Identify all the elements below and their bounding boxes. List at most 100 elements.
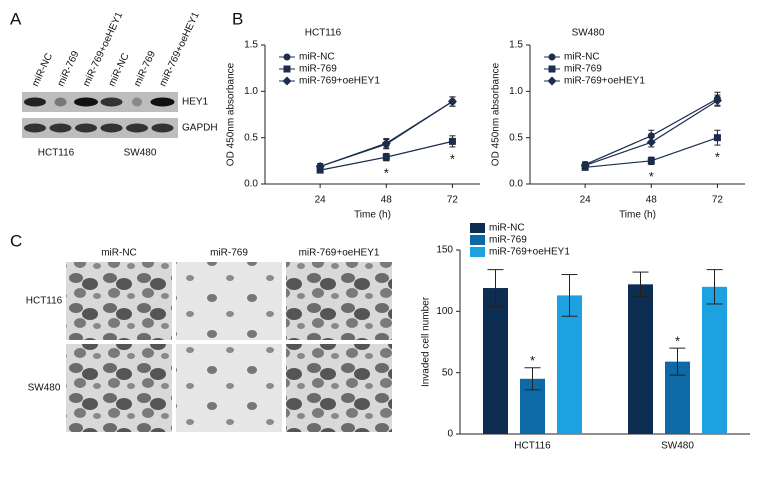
marker bbox=[547, 76, 557, 86]
micrograph bbox=[176, 344, 282, 432]
row-label: SW480 bbox=[28, 383, 61, 394]
marker bbox=[447, 97, 457, 107]
panel-label: B bbox=[232, 9, 243, 28]
legend-label: miR-769 bbox=[489, 235, 527, 246]
x-tick-label: SW480 bbox=[661, 441, 694, 452]
marker bbox=[713, 134, 721, 142]
legend-label: miR-NC bbox=[564, 52, 600, 63]
blot-strip bbox=[22, 118, 178, 138]
x-tick-label: HCT116 bbox=[514, 441, 551, 452]
band bbox=[74, 97, 98, 107]
y-axis-label: Invaded cell number bbox=[421, 296, 432, 387]
marker bbox=[548, 65, 556, 73]
band bbox=[150, 97, 175, 107]
band bbox=[126, 123, 148, 133]
band bbox=[132, 97, 142, 107]
band bbox=[75, 123, 97, 133]
y-tick-label: 1.0 bbox=[509, 86, 523, 97]
lane-label: miR-NC bbox=[107, 52, 132, 89]
y-tick-label: 50 bbox=[442, 367, 454, 378]
legend-swatch bbox=[470, 223, 485, 233]
band bbox=[100, 97, 123, 107]
legend-label: miR-769 bbox=[299, 64, 337, 75]
legend-swatch bbox=[470, 247, 485, 257]
chart-title: HCT116 bbox=[305, 28, 342, 39]
marker bbox=[580, 160, 590, 170]
micrograph bbox=[286, 344, 392, 432]
marker bbox=[646, 137, 656, 147]
annotation: * bbox=[649, 169, 654, 184]
marker bbox=[381, 138, 391, 148]
micrograph bbox=[66, 344, 172, 432]
y-tick-label: 0.0 bbox=[244, 179, 258, 190]
micrograph bbox=[286, 262, 392, 340]
lane-label: miR-769 bbox=[56, 49, 82, 88]
legend-label: miR-NC bbox=[299, 52, 335, 63]
y-tick-label: 1.5 bbox=[244, 40, 258, 51]
band bbox=[24, 97, 46, 107]
y-tick-label: 0.0 bbox=[509, 179, 523, 190]
legend-label: miR-769+oeHEY1 bbox=[564, 76, 645, 87]
annotation: * bbox=[715, 150, 720, 165]
row-label: GAPDH bbox=[182, 123, 218, 134]
column-label: miR-769+oeHEY1 bbox=[299, 248, 380, 259]
marker bbox=[448, 137, 456, 145]
y-tick-label: 1.5 bbox=[509, 40, 523, 51]
lane-label: miR-769 bbox=[132, 49, 158, 88]
marker bbox=[382, 153, 390, 161]
band bbox=[151, 123, 174, 133]
group-label: SW480 bbox=[124, 148, 157, 159]
legend-label: miR-769+oeHEY1 bbox=[299, 76, 380, 87]
band bbox=[54, 97, 67, 107]
marker bbox=[647, 157, 655, 165]
column-label: miR-NC bbox=[101, 248, 137, 259]
row-label: HCT116 bbox=[26, 296, 63, 307]
micrograph bbox=[176, 262, 282, 340]
x-axis-label: Time (h) bbox=[619, 210, 656, 221]
y-tick-label: 0.5 bbox=[244, 132, 258, 143]
western-blot bbox=[22, 92, 178, 138]
x-tick-label: 24 bbox=[580, 195, 592, 206]
marker bbox=[282, 76, 292, 86]
chart-title: SW480 bbox=[572, 28, 605, 39]
bar bbox=[483, 288, 508, 434]
band bbox=[24, 123, 46, 133]
band bbox=[49, 123, 72, 133]
y-tick-label: 100 bbox=[436, 306, 453, 317]
legend-label: miR-NC bbox=[489, 223, 525, 234]
marker bbox=[712, 96, 722, 106]
y-tick-label: 0 bbox=[447, 429, 453, 440]
bar bbox=[628, 284, 653, 434]
x-tick-label: 48 bbox=[381, 195, 393, 206]
x-axis-label: Time (h) bbox=[354, 210, 391, 221]
marker bbox=[283, 65, 291, 73]
x-tick-label: 48 bbox=[646, 195, 658, 206]
y-tick-label: 0.5 bbox=[509, 132, 523, 143]
blot-strip bbox=[22, 92, 178, 112]
group-label: HCT116 bbox=[38, 148, 75, 159]
row-label: HEY1 bbox=[182, 97, 209, 108]
annotation: * bbox=[530, 353, 535, 368]
annotation: * bbox=[675, 334, 680, 349]
y-tick-label: 150 bbox=[436, 245, 453, 256]
legend-swatch bbox=[470, 235, 485, 245]
marker bbox=[548, 53, 556, 61]
column-label: miR-769 bbox=[210, 248, 248, 259]
marker bbox=[315, 161, 325, 171]
x-tick-label: 72 bbox=[447, 195, 459, 206]
annotation: * bbox=[384, 165, 389, 180]
y-axis-label: OD 450nm absorbance bbox=[226, 62, 237, 166]
marker bbox=[283, 53, 291, 61]
x-tick-label: 72 bbox=[712, 195, 724, 206]
y-tick-label: 1.0 bbox=[244, 86, 258, 97]
panel-label: C bbox=[10, 231, 22, 250]
band bbox=[100, 123, 123, 133]
legend-label: miR-769 bbox=[564, 64, 602, 75]
micrograph bbox=[66, 262, 172, 340]
lane-label: miR-769+oeHEY1 bbox=[158, 10, 202, 88]
annotation: * bbox=[450, 151, 455, 166]
bar bbox=[702, 286, 727, 434]
lane-label: miR-NC bbox=[30, 52, 55, 89]
legend-label: miR-769+oeHEY1 bbox=[489, 247, 570, 258]
